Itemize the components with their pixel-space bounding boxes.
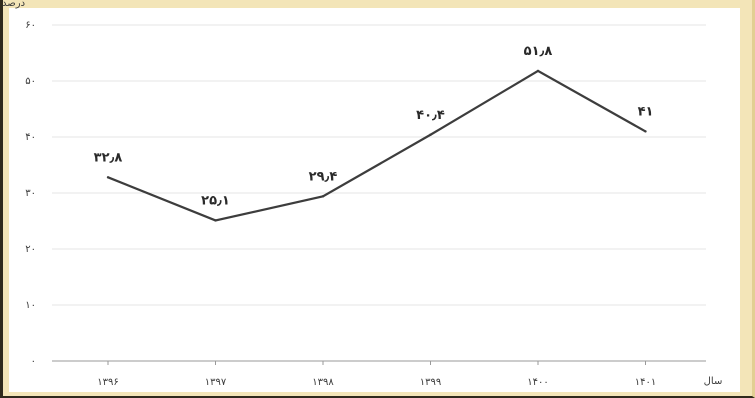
data-label: ۴۰٫۴ <box>416 108 445 123</box>
x-tick-label: ۱۳۹۸ <box>312 377 334 388</box>
data-label: ۵۱٫۸ <box>524 44 553 59</box>
y-tick-label: ۳۰ <box>25 188 36 199</box>
x-tick-label: ۱۳۹۶ <box>97 377 118 388</box>
y-tick-label: ۵۰ <box>25 76 36 87</box>
y-tick-label: ۰ <box>31 356 36 367</box>
x-tick-label: ۱۴۰۰ <box>527 377 548 388</box>
x-axis-title: سال <box>704 376 723 387</box>
y-tick-label: ۱۰ <box>25 300 36 311</box>
x-tick-label: ۱۳۹۷ <box>205 377 227 388</box>
data-point <box>536 69 540 73</box>
data-label: ۴۱ <box>638 104 654 119</box>
plot-background <box>9 8 740 392</box>
y-tick-label: ۶۰ <box>25 20 36 31</box>
y-axis-title: درصد <box>2 0 25 9</box>
data-point <box>321 195 325 198</box>
data-label: ۲۹٫۴ <box>309 169 338 184</box>
data-point <box>214 219 217 222</box>
series-line <box>107 69 647 222</box>
x-tick-label: ۱۴۰۱ <box>635 377 656 388</box>
data-label: ۳۲٫۸ <box>94 150 123 165</box>
data-point <box>106 176 110 179</box>
y-tick-label: ۲۰ <box>25 244 36 255</box>
data-point <box>429 133 432 136</box>
data-point <box>644 130 647 133</box>
data-label: ۲۵٫۱ <box>201 193 230 208</box>
x-tick-label: ۱۳۹۹ <box>420 377 441 388</box>
y-tick-label: ۴۰ <box>25 132 36 143</box>
